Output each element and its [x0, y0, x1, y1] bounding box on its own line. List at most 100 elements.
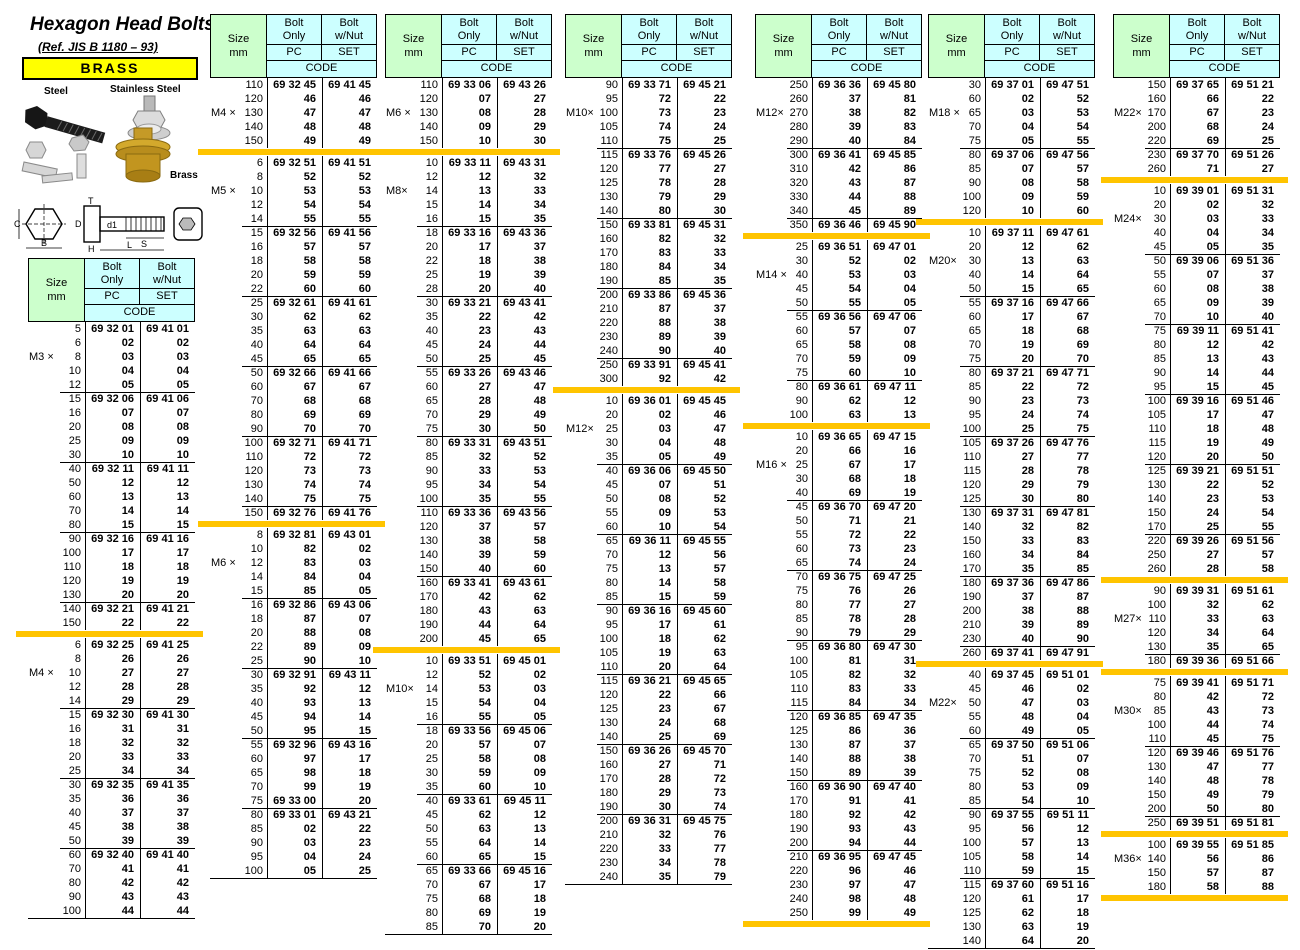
pc-code: 69 36 56	[812, 310, 867, 324]
bolt-code-table: Size mm Bolt Only Bolt w/Nut PC SET CODE 110 69 33…	[373, 14, 560, 935]
size-value: 80	[68, 519, 81, 531]
set-code: 36	[140, 792, 195, 806]
set-code: 14	[140, 504, 195, 518]
size-group: 40 69 33 61 69 45 11 45 62 12 50 63 13 55 64 14 60 65…	[385, 794, 552, 864]
pc-code: 08	[985, 176, 1040, 190]
unit-label: mm	[774, 47, 793, 59]
size-prefix	[928, 682, 960, 696]
size-value: 180	[419, 605, 438, 617]
set-code: 67	[677, 702, 732, 716]
set-code: 18	[322, 766, 377, 780]
set-code: 16	[867, 444, 922, 458]
family-divider	[743, 233, 930, 239]
size-group: 75 69 39 41 69 51 71 80 42 72 M30× 85 43 73 100 44 7…	[1113, 676, 1280, 746]
page-title: Hexagon Head Bolts	[30, 14, 215, 35]
pc-code: 53	[985, 780, 1040, 794]
pc-code: 17	[442, 240, 497, 254]
size-prefix: M4 ×	[29, 667, 54, 679]
size-prefix	[565, 464, 597, 478]
set-code: 69 47 56	[1040, 148, 1095, 162]
size-value: 150	[1147, 789, 1166, 801]
dim-d1-label: d1	[107, 220, 117, 230]
size-label: Size	[582, 33, 605, 45]
size-prefix	[28, 504, 60, 518]
pc-code: 58	[812, 338, 867, 352]
size-value: 190	[419, 619, 438, 631]
size-prefix	[1113, 598, 1145, 612]
size-group: 65 69 37 50 69 51 06 70 51 07 75 52 08 80 53 09 85 54…	[928, 738, 1095, 808]
set-code: 79	[1225, 788, 1280, 802]
set-code: 69 41 21	[140, 602, 195, 616]
size-prefix	[565, 492, 597, 506]
size-prefix	[565, 856, 597, 870]
set-code: 32	[497, 170, 552, 184]
set-code: 52	[1225, 478, 1280, 492]
size-prefix	[1113, 676, 1145, 690]
size-prefix	[928, 78, 960, 92]
size-value: 180	[1147, 881, 1166, 893]
set-code: 49	[867, 906, 922, 920]
pc-code: 80	[622, 204, 677, 218]
pc-code: 37	[812, 92, 867, 106]
set-code: 58	[677, 576, 732, 590]
pc-code: 74	[622, 120, 677, 134]
pc-code: 69 32 30	[85, 708, 140, 722]
pc-code: 32	[85, 736, 140, 750]
size-value: 60	[425, 851, 438, 863]
set-code: 69 47 35	[867, 710, 922, 724]
size-header-cell: Size mm	[211, 15, 267, 77]
set-code: 24	[867, 556, 922, 570]
size-prefix	[210, 724, 242, 738]
size-value: 75	[968, 135, 981, 147]
pc-code: 09	[442, 120, 497, 134]
size-value: 16	[425, 213, 438, 225]
size-prefix	[565, 358, 597, 372]
set-code: 69 45 16	[497, 864, 552, 878]
size-value: 75	[1153, 677, 1166, 689]
set-code: 78	[1225, 774, 1280, 788]
pc-code: 15	[85, 518, 140, 532]
size-value: 70	[795, 353, 808, 365]
pc-code: 52	[267, 170, 322, 184]
bolt-only-line2: Only	[457, 29, 481, 42]
pc-code: 54	[985, 794, 1040, 808]
set-code: 32	[677, 232, 732, 246]
set-code: 73	[1040, 394, 1095, 408]
pc-code: 67	[442, 878, 497, 892]
size-prefix	[210, 542, 242, 556]
set-code: 55	[1225, 520, 1280, 534]
set-code: 28	[867, 612, 922, 626]
size-prefix	[385, 156, 417, 170]
size-value: 230	[789, 879, 808, 891]
set-code: 69 43 01	[322, 528, 377, 542]
set-code: 34	[140, 764, 195, 778]
set-code: 68	[677, 716, 732, 730]
pc-code: 33	[985, 534, 1040, 548]
size-value: 140	[599, 731, 618, 743]
size-prefix	[385, 520, 417, 534]
pc-code: 86	[812, 724, 867, 738]
size-group: 200 69 36 31 69 45 75 210 32 76 220 33 77 230 34 78…	[565, 814, 732, 884]
unit-label: mm	[47, 291, 66, 303]
set-code: 52	[322, 170, 377, 184]
size-prefix	[210, 254, 242, 268]
pc-code: 75	[267, 492, 322, 506]
set-code: 69 47 11	[867, 380, 922, 394]
size-value: 140	[244, 493, 263, 505]
set-code: 69 41 66	[322, 366, 377, 380]
pc-code: 19	[442, 268, 497, 282]
set-code: 88	[1225, 880, 1280, 894]
pc-code: 07	[985, 162, 1040, 176]
set-code: 45	[1225, 380, 1280, 394]
size-family: 40 69 37 45 69 51 01 45 46 02 M22× 50 47 03 55 48 04…	[928, 668, 1095, 948]
bolt-only-header: Bolt Only	[812, 15, 867, 45]
size-prefix	[755, 836, 787, 850]
size-prefix	[755, 296, 787, 310]
size-prefix	[928, 878, 960, 892]
size-value: 130	[1147, 641, 1166, 653]
size-prefix: M30×	[1114, 705, 1142, 717]
set-code: 47	[867, 878, 922, 892]
size-prefix	[28, 820, 60, 834]
size-value: 90	[968, 177, 981, 189]
size-value: 45	[250, 353, 263, 365]
